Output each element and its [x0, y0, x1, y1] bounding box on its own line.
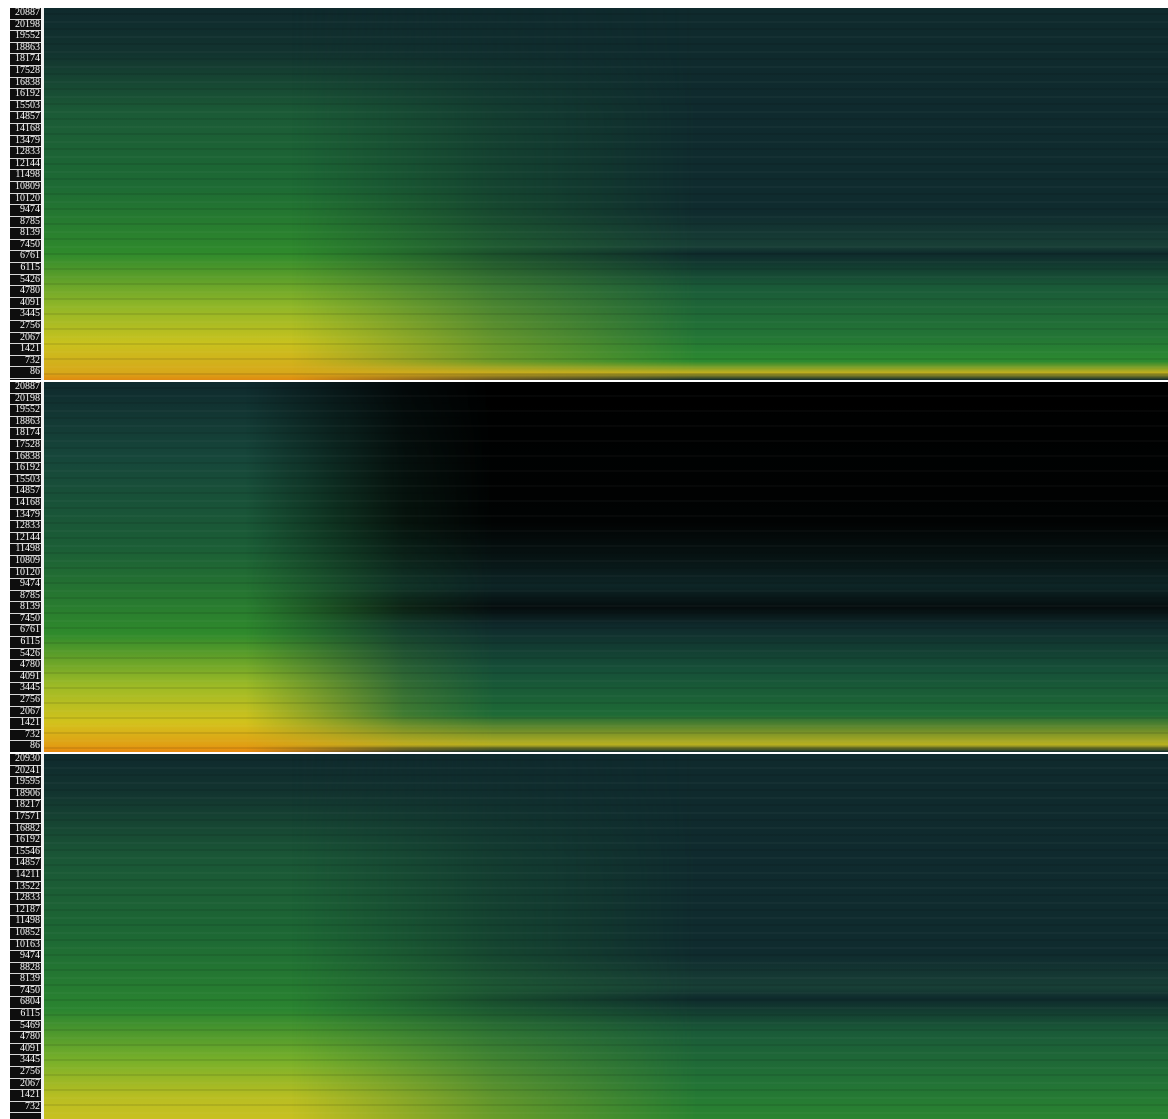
frequency-label: 732 [10, 1102, 41, 1114]
frequency-label: 12833 [10, 893, 41, 905]
frequency-label: 17571 [10, 812, 41, 824]
frequency-label: 10809 [10, 182, 41, 194]
spectrogram [44, 382, 1168, 752]
frequency-label: 86 [10, 741, 41, 752]
frequency-label: 9474 [10, 951, 41, 963]
spectrogram [44, 8, 1168, 380]
frequency-label: 17528 [10, 440, 41, 452]
frequency-label: 17528 [10, 66, 41, 78]
spectrogram [44, 754, 1168, 1119]
spectrogram-window: {"panels": [ {"labels": ["20887","20198"… [0, 0, 1168, 1119]
frequency-label: 6115 [10, 637, 41, 649]
frequency-label: 86 [10, 367, 41, 379]
frequency-label: 16192 [10, 835, 41, 847]
frequency-axis: 2088720198195521886318174175281683816192… [10, 8, 41, 380]
frequency-label: 16192 [10, 463, 41, 475]
frequency-label: 20887 [10, 382, 41, 394]
frequency-label: 6115 [10, 1009, 41, 1021]
frequency-label: 6115 [10, 263, 41, 275]
frequency-label: 20930 [10, 754, 41, 766]
frequency-label: 16192 [10, 89, 41, 101]
frequency-label: 20887 [10, 8, 41, 20]
frequency-label: 14168 [10, 124, 41, 136]
frequency-label: 12833 [10, 521, 41, 533]
frequency-label: 14168 [10, 498, 41, 510]
frequency-label: 10852 [10, 928, 41, 940]
frequency-label: 2756 [10, 321, 41, 333]
frequency-label: 10809 [10, 556, 41, 568]
frequency-label: 2756 [10, 1067, 41, 1079]
frequency-label: 2756 [10, 695, 41, 707]
frequency-label: 9474 [10, 205, 41, 217]
frequency-label: 14211 [10, 870, 41, 882]
frequency-label: 12833 [10, 147, 41, 159]
frequency-label: 9474 [10, 579, 41, 591]
